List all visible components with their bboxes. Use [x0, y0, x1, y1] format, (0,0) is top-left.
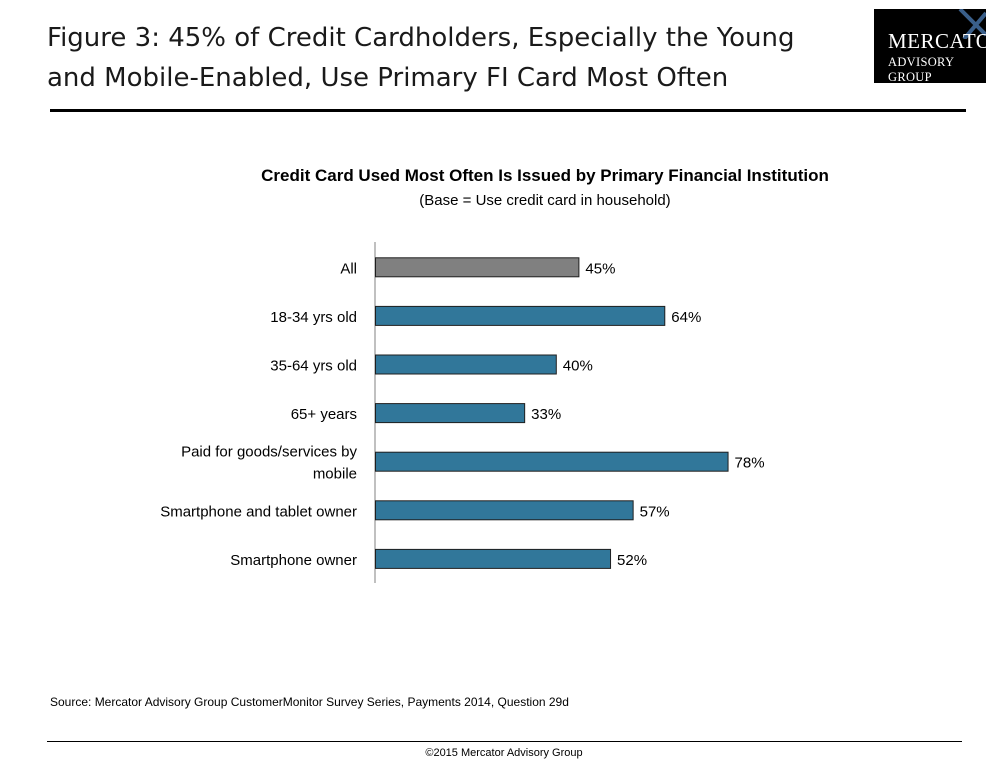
- data-label-6: 52%: [617, 552, 647, 569]
- data-label-1: 64%: [671, 309, 701, 326]
- bar-1: [375, 305, 666, 326]
- bar-3: [375, 403, 526, 424]
- data-label-5: 57%: [640, 503, 670, 520]
- footer-divider: [47, 741, 962, 742]
- logo-name: MERCATOR: [888, 29, 986, 53]
- figure-title: Figure 3: 45% of Credit Cardholders, Esp…: [47, 23, 795, 93]
- x-mark-icon: [958, 9, 986, 39]
- bar-6: [375, 548, 612, 569]
- chart-title: Credit Card Used Most Often Is Issued by…: [261, 166, 829, 185]
- bar-5: [375, 500, 634, 521]
- bar-2: [375, 354, 557, 375]
- data-label-2: 40%: [563, 358, 593, 375]
- category-label-5: Smartphone and tablet owner: [160, 503, 357, 520]
- category-label-2: 35-64 yrs old: [270, 358, 357, 375]
- category-label-3: 65+ years: [291, 406, 357, 423]
- source-note: Source: Mercator Advisory Group Customer…: [50, 695, 569, 709]
- mercator-logo: MERCATOR ADVISORY GROUP: [874, 9, 986, 83]
- chart-subtitle: (Base = Use credit card in household): [419, 192, 671, 209]
- bar-4: [375, 451, 729, 472]
- category-label-0: All: [340, 260, 357, 277]
- category-label-4-line-0: Paid for goods/services by: [181, 444, 357, 461]
- category-label-6: Smartphone owner: [230, 552, 357, 569]
- data-label-3: 33%: [531, 406, 561, 423]
- category-label-4-line-1: mobile: [313, 466, 357, 483]
- data-label-4: 78%: [735, 455, 765, 472]
- logo-tagline: ADVISORY GROUP: [888, 55, 954, 83]
- title-divider: [50, 109, 966, 112]
- bar-0: [375, 257, 580, 278]
- copyright-text: ©2015 Mercator Advisory Group: [425, 747, 583, 759]
- data-label-0: 45%: [585, 260, 615, 277]
- category-label-1: 18-34 yrs old: [270, 309, 357, 326]
